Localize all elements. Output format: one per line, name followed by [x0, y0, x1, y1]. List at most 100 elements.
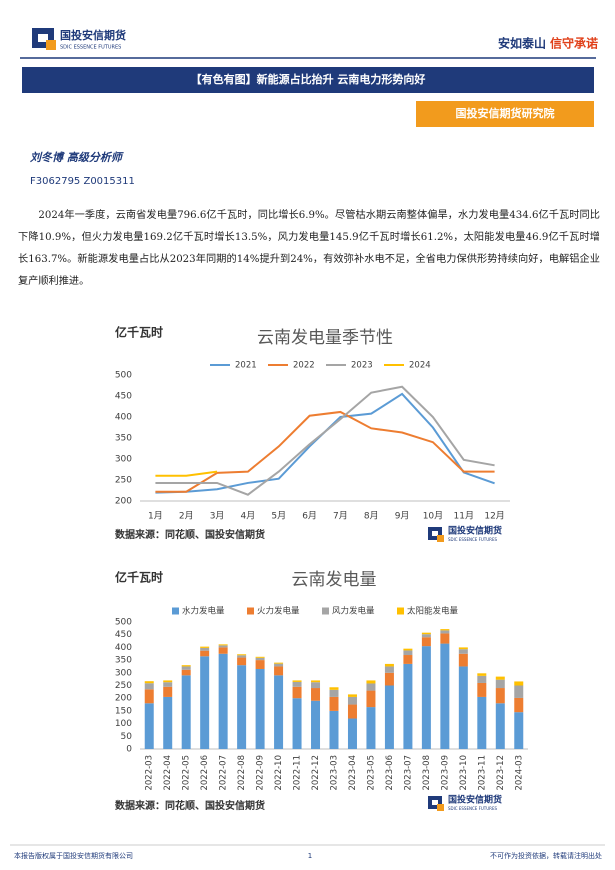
legend-label: 风力发电量: [332, 606, 375, 617]
bar-segment: [366, 690, 376, 708]
x-tick-label: 2022-05: [182, 755, 192, 791]
bar-segment: [329, 687, 339, 690]
legend-label: 太阳能发电量: [407, 606, 459, 617]
banner: [22, 67, 594, 93]
bar-segment: [237, 665, 247, 749]
x-tick-label: 4月: [241, 511, 256, 522]
x-tick-label: 10月: [423, 511, 443, 522]
logo-text: 国投安信期货: [448, 794, 502, 806]
bar-segment: [440, 630, 450, 634]
bar-segment: [144, 703, 154, 749]
y-tick-label: 500: [115, 371, 132, 381]
bar-segment: [200, 656, 210, 749]
y-tick-label: 300: [115, 455, 132, 465]
source: 数据来源：同花顺、国投安信期货: [115, 799, 265, 812]
bar-segment: [200, 647, 210, 651]
bar-segment: [458, 649, 468, 654]
logo-icon: [432, 531, 438, 536]
bar-segment: [311, 700, 321, 749]
x-tick-label: 2023-11: [477, 755, 487, 791]
bar-segment: [477, 696, 487, 749]
line-series: [155, 385, 495, 496]
bar-segment: [440, 629, 450, 631]
footer-left: 本报告版权属于国投安信期货有限公司: [14, 851, 133, 860]
footer-right: 不可作为投资依据，转载请注明出处: [490, 851, 602, 860]
banner-title: 【有色有图】新能源占比抬升 云南电力形势向好: [191, 72, 426, 86]
bar-segment: [274, 663, 284, 667]
logo-icon: [437, 804, 444, 811]
slogan: 安如泰山: [498, 36, 546, 51]
bar-segment: [237, 657, 247, 666]
bar-segment: [144, 683, 154, 690]
bar-segment: [347, 696, 357, 705]
bar-segment: [514, 681, 524, 686]
bar-segment: [218, 647, 228, 654]
bar-segment: [292, 680, 302, 682]
bar-segment: [181, 665, 191, 667]
x-tick-label: 2023-03: [330, 755, 340, 791]
institute-box: [416, 101, 594, 127]
bar-segment: [421, 632, 431, 635]
chart-title: 云南发电量季节性: [257, 328, 393, 348]
bar-segment: [514, 685, 524, 698]
logo-icon: [437, 535, 444, 542]
x-tick-label: 12月: [484, 511, 504, 522]
bar-segment: [163, 686, 173, 697]
y-tick-label: 350: [115, 656, 132, 666]
bar-segment: [403, 663, 413, 749]
bar-segment: [514, 697, 524, 713]
bar-segment: [311, 682, 321, 689]
bar-segment: [292, 686, 302, 699]
y-unit: 亿千瓦时: [115, 325, 163, 340]
bar-segment: [218, 645, 228, 648]
legend-label: 2022: [293, 361, 315, 371]
y-unit: 亿千瓦时: [115, 570, 163, 585]
y-tick-label: 350: [115, 434, 132, 444]
x-tick-label: 2023-06: [385, 755, 395, 791]
line-series: [155, 410, 495, 493]
bar-segment: [495, 703, 505, 749]
y-tick-label: 250: [115, 681, 132, 691]
bar-segment: [384, 685, 394, 749]
bar-segment: [200, 646, 210, 648]
bar-segment: [181, 669, 191, 676]
x-tick-label: 2023-12: [496, 755, 506, 791]
bar-segment: [421, 637, 431, 647]
bar-segment: [311, 688, 321, 701]
bar-segment: [292, 698, 302, 749]
bar-segment: [514, 712, 524, 749]
legend-label: 2023: [351, 361, 373, 371]
bar-segment: [421, 634, 431, 638]
y-tick-label: 450: [115, 392, 132, 402]
x-tick-label: 2023-05: [366, 755, 376, 791]
x-tick-label: 2022-07: [219, 755, 229, 791]
bar-segment: [237, 654, 247, 656]
x-tick-label: 8月: [364, 511, 379, 522]
bar-segment: [366, 680, 376, 684]
bar-segment: [144, 689, 154, 704]
bar-segment: [458, 653, 468, 667]
bar-segment: [255, 660, 265, 669]
legend-swatch: [247, 607, 254, 615]
bar-segment: [274, 675, 284, 749]
y-tick-label: 450: [115, 630, 132, 640]
bar-segment: [347, 718, 357, 749]
logo-subtext: SDIC ESSENCE FUTURES: [60, 45, 121, 51]
logo-text: 国投安信期货: [60, 28, 126, 42]
paragraph: 2024年一季度，云南省发电量796.6亿千瓦时，同比增长6.9%。尽管枯水期云…: [18, 210, 600, 287]
chart-title: 云南发电量: [292, 570, 377, 590]
bar-segment: [274, 666, 284, 676]
bar-segment: [366, 683, 376, 691]
x-tick-label: 6月: [302, 511, 317, 522]
page-number: 1: [308, 852, 312, 860]
x-tick-label: 5月: [271, 511, 286, 522]
legend-label: 2021: [235, 361, 257, 371]
author-ids: F3062795 Z0015311: [30, 176, 135, 187]
x-tick-label: 3月: [210, 511, 225, 522]
y-tick-label: 50: [121, 732, 133, 742]
x-tick-label: 2022-11: [293, 755, 303, 791]
logo-text: 国投安信期货: [448, 525, 502, 537]
bar-segment: [144, 681, 154, 684]
bar-segment: [403, 648, 413, 651]
x-tick-label: 2023-04: [348, 755, 358, 791]
